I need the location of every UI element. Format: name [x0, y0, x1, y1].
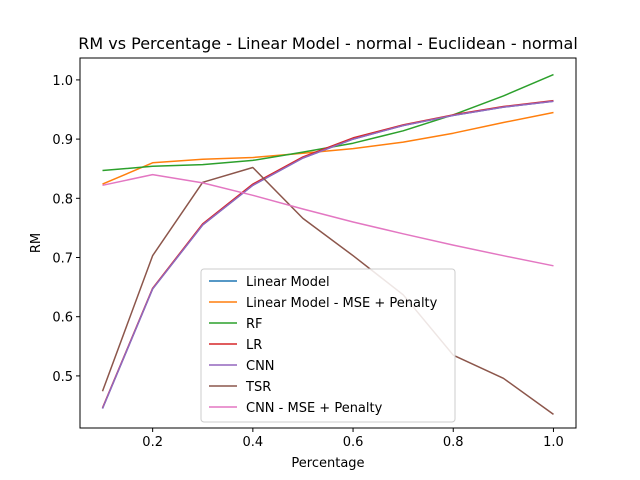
plot-frame — [79, 57, 577, 429]
legend-entry-label: Linear Model — [246, 275, 330, 290]
chart-title: RM vs Percentage - Linear Model - normal… — [78, 34, 578, 53]
series-line-5 — [101, 100, 554, 409]
y-axis-label: RM — [29, 233, 44, 253]
y-axis: 0.5 0.6 0.7 0.8 0.9 1.0 — [52, 74, 80, 385]
legend: Linear Model Linear Model - MSE + Penalty… — [200, 268, 456, 423]
series-line-2 — [102, 111, 554, 185]
x-tick-label: 1.0 — [543, 435, 564, 450]
x-tick-label: 0.6 — [343, 435, 364, 450]
y-tick-label: 1.0 — [52, 74, 73, 89]
legend-entry-label: LR — [246, 338, 262, 353]
legend-entry-label: CNN - MSE + Penalty — [246, 401, 383, 416]
legend-box — [200, 268, 456, 423]
y-tick-label: 0.5 — [52, 370, 73, 385]
legend-entry-label: RF — [246, 317, 263, 332]
legend-entry-label: CNN — [246, 359, 275, 374]
x-axis: 0.2 0.4 0.6 0.8 1.0 — [142, 428, 564, 450]
legend-entry-label: Linear Model - MSE + Penalty — [246, 296, 438, 311]
series-line-6 — [101, 166, 554, 416]
series-line-7 — [102, 173, 554, 267]
x-tick-label: 0.8 — [443, 435, 464, 450]
y-tick-label: 0.9 — [52, 133, 73, 148]
y-tick-label: 0.7 — [52, 252, 73, 267]
x-axis-label: Percentage — [291, 456, 364, 471]
y-tick-label: 0.8 — [52, 192, 73, 207]
legend-entry-label: TSR — [245, 380, 271, 395]
y-tick-label: 0.6 — [52, 311, 73, 326]
x-tick-label: 0.4 — [243, 435, 264, 450]
plot-marks — [101, 73, 554, 416]
x-tick-label: 0.2 — [142, 435, 163, 450]
series-line-3 — [102, 73, 554, 172]
